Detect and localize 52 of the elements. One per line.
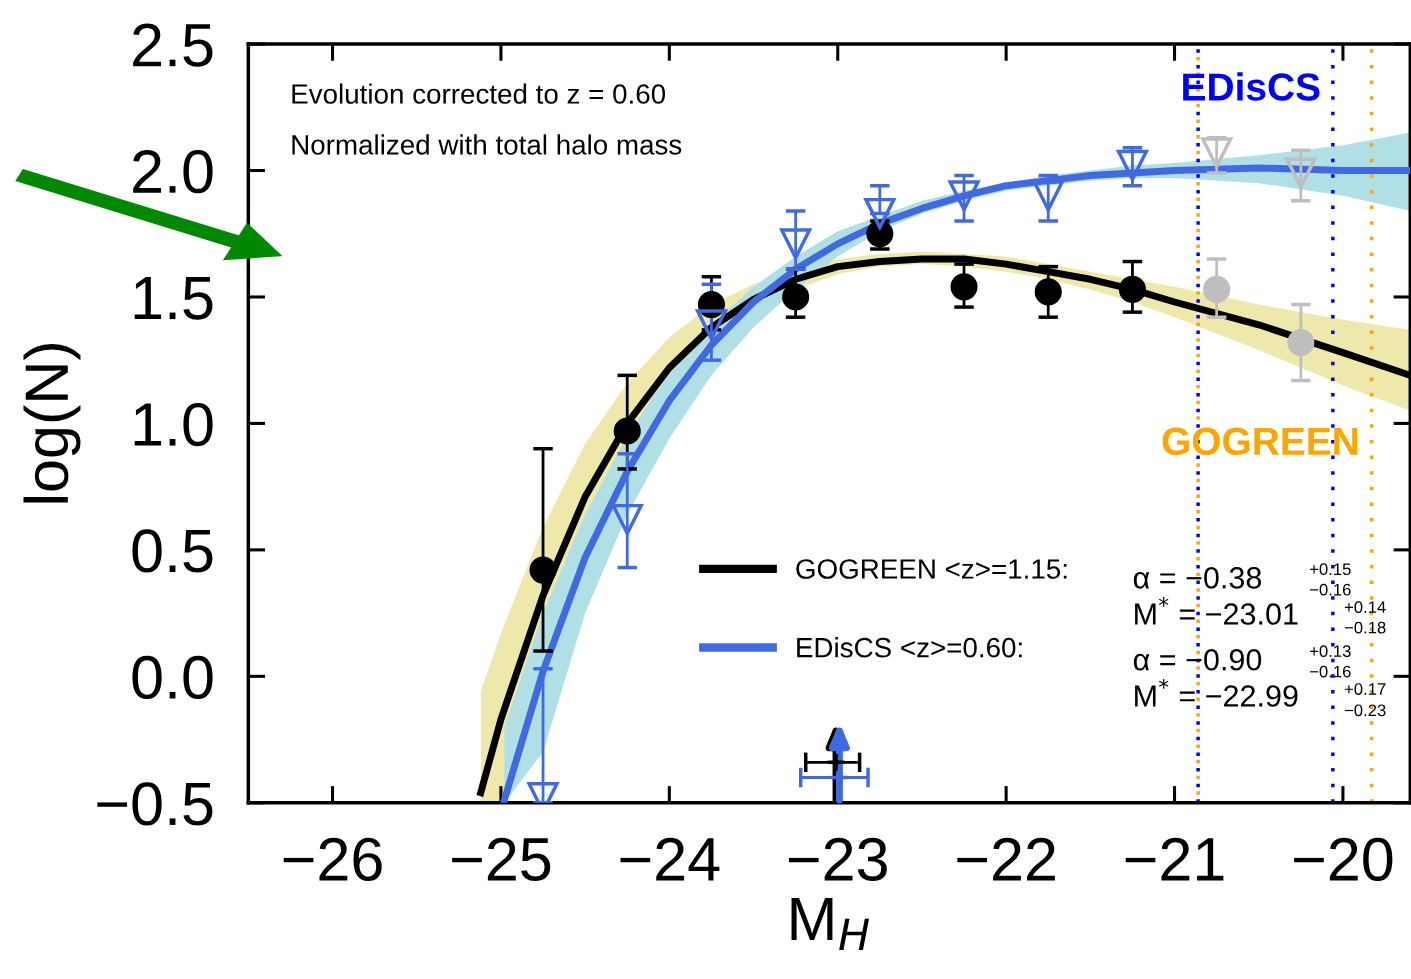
- x-tick-label: −25: [452, 837, 551, 881]
- point: [825, 752, 847, 773]
- point: [1116, 149, 1149, 182]
- annotation: +0.14: [1344, 601, 1386, 614]
- point: [1285, 157, 1317, 189]
- point: [1287, 328, 1315, 357]
- point: [948, 180, 980, 212]
- annotation: Normalized with total halo mass: [292, 134, 682, 155]
- annotation: −0.16: [1310, 665, 1351, 678]
- annotation: M$^{*}$ = −22.99: [1135, 678, 1298, 707]
- x-tick-label: −26: [283, 837, 382, 881]
- annotation: −0.16: [1310, 583, 1351, 596]
- ref-line-label: EDisCS: [1183, 72, 1320, 101]
- point: [1203, 275, 1231, 303]
- legend-label: GOGREEN <z>=1.15:: [796, 559, 1067, 579]
- point: [695, 309, 728, 341]
- y-tick-label: 0.0: [132, 655, 213, 700]
- point: [611, 503, 643, 536]
- x-tick-label: −23: [788, 837, 887, 881]
- annotation: −0.18: [1344, 621, 1386, 634]
- x-axis-title: M$_{H}$: [791, 897, 870, 951]
- y-tick-label: 0.5: [132, 529, 213, 573]
- annotation: −0.23: [1344, 704, 1386, 717]
- annotation: M$^{*}$ = −23.01: [1135, 596, 1298, 625]
- annotation: +0.13: [1310, 645, 1351, 658]
- point: [1201, 137, 1233, 169]
- point: [529, 556, 557, 584]
- point: [1034, 278, 1062, 306]
- point: [782, 283, 810, 311]
- ref-line-label: GOGREEN: [1162, 427, 1358, 456]
- y-axis-title: log(N): [23, 344, 81, 503]
- x-tick-label: −24: [620, 837, 720, 881]
- point: [780, 228, 812, 260]
- annotation: +0.17: [1344, 683, 1386, 695]
- y-tick-label: 1.5: [134, 277, 213, 320]
- annotation: α = −0.90: [1133, 648, 1262, 671]
- y-tick-label: 2.0: [133, 149, 213, 194]
- point: [1118, 275, 1146, 303]
- annotation: Evolution corrected to z = 0.60: [292, 83, 666, 104]
- point: [613, 417, 641, 445]
- annotation: +0.15: [1310, 563, 1351, 576]
- point: [1032, 180, 1064, 212]
- point: [950, 273, 978, 301]
- point: [863, 197, 897, 232]
- y-tick-label: −0.5: [97, 782, 213, 826]
- y-tick-label: 2.5: [133, 23, 213, 67]
- x-tick-label: −21: [1125, 837, 1224, 881]
- legend-label: EDisCS <z>=0.60:: [797, 637, 1022, 658]
- x-tick-label: −22: [957, 837, 1055, 881]
- x-tick-label: −20: [1294, 837, 1393, 881]
- annotation: α = −0.38: [1133, 567, 1262, 589]
- y-tick-label: 1.0: [134, 402, 213, 447]
